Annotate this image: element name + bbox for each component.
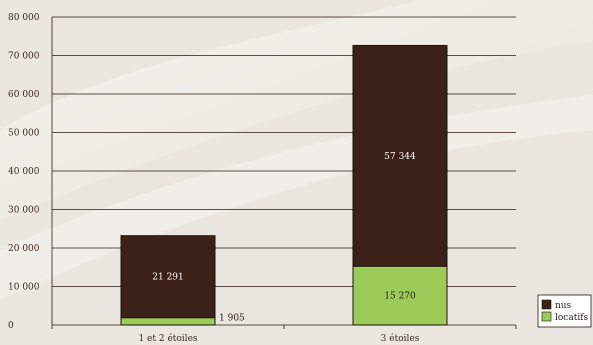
y-tick-label: 60 000 [8, 90, 40, 100]
bar-locatifs [352, 265, 448, 326]
bar-nus [120, 235, 216, 319]
x-tick-label: 1 et 2 étoiles [138, 333, 197, 344]
y-tick-label: 20 000 [8, 244, 40, 254]
y-tick-label: 50 000 [8, 129, 40, 139]
bar-nus [352, 44, 448, 267]
bar-locatifs [120, 317, 216, 326]
x-tick-label: 3 étoiles [381, 333, 420, 344]
data-label: 21 291 [152, 273, 184, 283]
y-tick-label: 80 000 [8, 13, 40, 23]
y-tick-label: 70 000 [8, 52, 40, 62]
y-tick-label: 10 000 [8, 283, 40, 293]
legend-swatch-locatifs [541, 311, 552, 322]
data-label: 57 344 [384, 152, 416, 162]
legend-label-nus: nus [555, 301, 572, 311]
y-tick-label: 0 [8, 321, 14, 331]
y-tick-label: 40 000 [8, 167, 40, 177]
legend-label-locatifs: locatifs [555, 313, 589, 323]
y-tick-label: 30 000 [8, 206, 40, 216]
legend-swatch-nus [541, 299, 552, 310]
data-label: 15 270 [384, 292, 416, 302]
data-label: 1 905 [219, 314, 245, 324]
